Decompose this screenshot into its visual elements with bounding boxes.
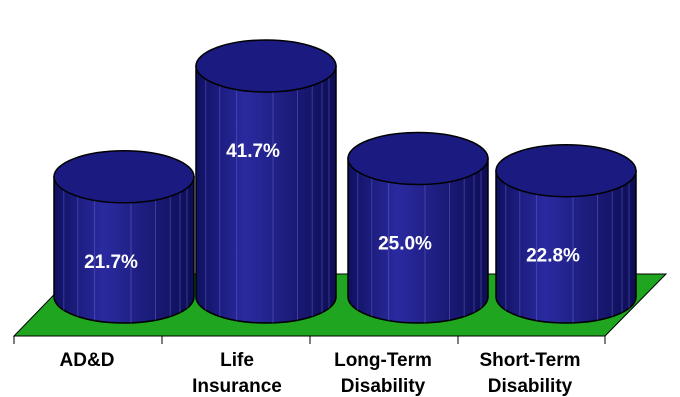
data-label: 22.8% [526,246,580,267]
bar-body [495,169,637,324]
bar-0 [53,150,195,324]
bars [53,39,637,324]
bar-top [495,143,637,198]
bar-body [53,176,195,324]
category-label: AD&D [60,350,115,371]
bar-facets [505,182,630,323]
bar-top [53,150,195,204]
category-labels: AD&D Life Insurance Long-Term Disability Shor… [60,350,581,397]
bar-3 [495,143,637,324]
bar-top [347,131,489,186]
x-axis-ticks [13,336,606,344]
bar-body [195,65,337,324]
bar-1 [195,39,337,324]
data-label: 21.7% [84,252,138,273]
data-label: 25.0% [378,234,432,255]
category-label: Life Insurance [192,350,282,397]
bar-facets [63,188,188,323]
bar-top [195,39,337,93]
bar-2 [347,131,489,324]
data-label: 41.7% [226,141,280,162]
bar-facets [205,77,330,323]
data-labels: 21.7% 41.7% 25.0% 22.8% [84,141,580,273]
bar-facets [357,169,482,323]
bar-body [347,157,489,324]
category-label: Long-Term Disability [334,350,432,397]
category-label: Short-Term Disability [480,350,581,397]
